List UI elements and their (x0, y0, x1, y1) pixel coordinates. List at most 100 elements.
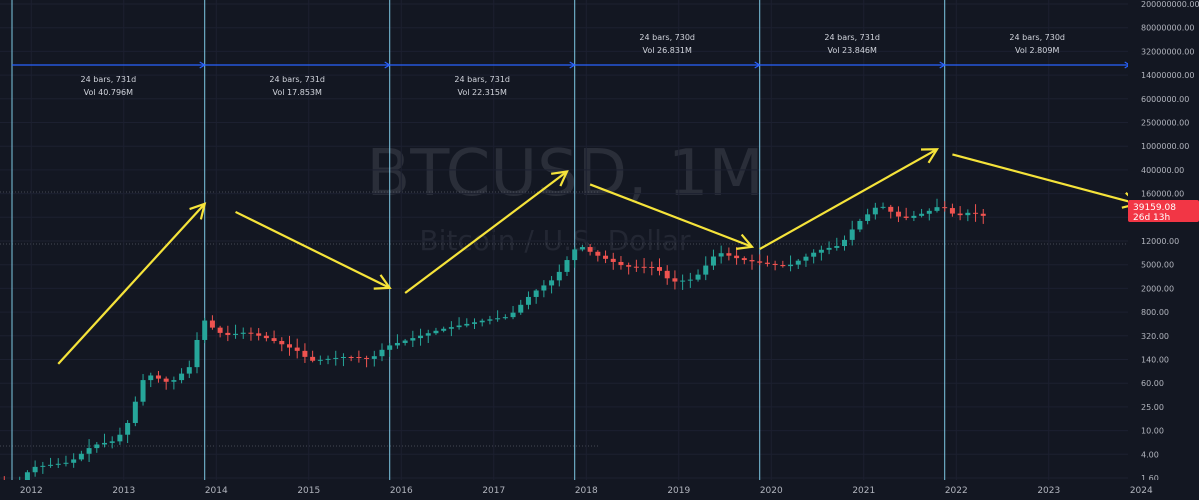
candle-body (703, 265, 709, 275)
price-badge: 39159.08 26d 13h (1128, 200, 1199, 223)
candle-body (672, 278, 678, 282)
y-tick-label: 2000.00 (1141, 284, 1174, 293)
candle-body (140, 380, 146, 402)
candle-body (949, 208, 955, 214)
candle-body (371, 356, 377, 359)
measure-bars-label: 24 bars, 731d (81, 75, 137, 84)
y-tick-label: 4.00 (1141, 450, 1159, 459)
candle-body (186, 367, 192, 374)
candle-body (495, 318, 501, 320)
y-axis-labels: 200000000.00 80000000.00 32000000.00 140000… (1141, 0, 1199, 483)
time-scale[interactable]: 2012 2013 2014 2015 2016 2017 2018 2019 2020 2021… (0, 480, 1199, 500)
range-arrowhead (384, 61, 391, 69)
price-badge-box (1128, 200, 1199, 222)
candle-body (518, 304, 524, 313)
x-tick-label: 2020 (760, 486, 783, 496)
candle-body (695, 274, 701, 280)
candle-body (649, 266, 655, 268)
x-tick-label: 2014 (205, 486, 228, 496)
candle-body (872, 207, 878, 215)
y-tick-label: 2500000.00 (1141, 119, 1189, 128)
y-tick-label: 160000.00 (1141, 190, 1184, 199)
measurement-layer: 24 bars, 731d Vol 40.796M 24 bars, 731d Vol… (12, 33, 1131, 97)
candle-body (132, 401, 138, 423)
candle-body (626, 265, 632, 267)
candle-body (664, 270, 670, 279)
price-badge-countdown: 26d 13h (1133, 213, 1170, 223)
candle-body (464, 323, 470, 326)
y-tick-label: 25.00 (1141, 403, 1164, 412)
candle-body (248, 332, 254, 334)
y-tick-label: 5000.00 (1141, 261, 1174, 270)
y-tick-label: 10.00 (1141, 427, 1164, 436)
candle-body (826, 247, 832, 250)
candle-body (965, 212, 971, 216)
candle-body (418, 335, 424, 339)
candle-body (726, 253, 732, 256)
candle-body (340, 357, 346, 359)
measure-bars-label: 24 bars, 731d (269, 75, 325, 84)
y-tick-label: 1000000.00 (1141, 142, 1189, 151)
candle-body (202, 320, 208, 340)
measure-volume-label: Vol 22.315M (458, 88, 508, 97)
candle-body (125, 422, 131, 435)
candle-body (549, 280, 555, 286)
measure-bars-label: 24 bars, 730d (639, 33, 695, 42)
candle-body (310, 356, 316, 361)
candle-body (479, 320, 485, 323)
candle-body (680, 280, 686, 282)
candle-body (86, 448, 92, 454)
candle-body (788, 264, 794, 267)
price-badge-price: 39159.08 (1133, 203, 1176, 213)
candle-body (279, 340, 285, 345)
candle-body (325, 358, 331, 360)
candle-body (63, 462, 69, 464)
x-tick-label: 2017 (482, 486, 505, 496)
y-tick-label: 80000000.00 (1141, 24, 1194, 33)
candle-body (155, 375, 161, 379)
candle-body (502, 317, 508, 319)
candle-body (687, 279, 693, 281)
candle-body (618, 261, 624, 266)
candle-body (148, 375, 154, 381)
candle-body (472, 322, 477, 324)
candle-body (610, 258, 616, 262)
candle-body (772, 263, 778, 266)
trend-arrows (57, 148, 1140, 365)
candle-body (171, 380, 177, 382)
candle-body (973, 212, 979, 214)
candle-body (40, 465, 46, 467)
range-arrowhead (199, 61, 206, 69)
candle-body (102, 442, 107, 445)
y-tick-label: 400000.00 (1141, 166, 1184, 175)
candle-body (364, 357, 370, 359)
candle-body (533, 290, 539, 297)
candle-body (194, 339, 200, 368)
x-tick-label: 2015 (297, 486, 320, 496)
candle-body (402, 340, 408, 343)
candle-body (849, 229, 855, 240)
candle-body (441, 328, 447, 331)
candle-body (911, 215, 917, 218)
candle-body (633, 266, 639, 268)
trend-arrow-head (189, 202, 207, 220)
candle-body (317, 359, 323, 361)
candle-body (834, 246, 840, 248)
x-tick-label: 2018 (575, 486, 598, 496)
candle-body (587, 247, 593, 252)
y-tick-label: 14000000.00 (1141, 71, 1194, 80)
candle-body (880, 206, 886, 208)
candle-body (641, 266, 647, 268)
range-arrowhead (939, 61, 946, 69)
candle-body (525, 296, 531, 305)
measure-bars-label: 24 bars, 731d (824, 33, 880, 42)
candle-body (795, 260, 801, 265)
candle-body (109, 441, 115, 443)
measure-volume-label: Vol 26.831M (643, 46, 693, 55)
candle-body (24, 472, 30, 482)
candle-body (603, 255, 609, 259)
candle-body (55, 463, 61, 465)
price-scale[interactable]: 200000000.00 80000000.00 32000000.00 140000… (1128, 0, 1199, 483)
